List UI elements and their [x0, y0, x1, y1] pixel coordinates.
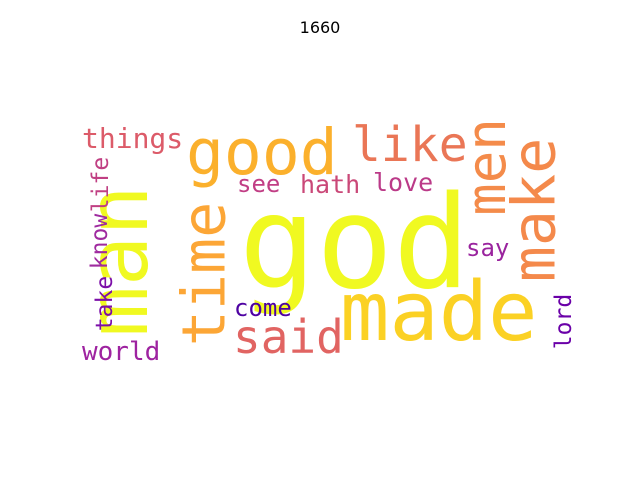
word-said: said: [233, 310, 344, 364]
word-good: good: [186, 116, 338, 189]
word-know: know: [87, 213, 114, 270]
word-say: say: [466, 234, 510, 262]
word-lord: lord: [551, 293, 578, 350]
figure-title: 1660: [299, 18, 341, 37]
word-time: time: [169, 201, 240, 347]
word-love: love: [373, 168, 434, 197]
word-see: see: [237, 170, 281, 198]
word-made: made: [340, 265, 538, 360]
word-things: things: [82, 122, 184, 155]
word-hath: hath: [300, 170, 361, 199]
word-take: take: [92, 275, 119, 332]
word-life: life: [88, 156, 115, 213]
word-men: men: [454, 118, 518, 216]
word-come: come: [234, 294, 292, 322]
word-god: god: [239, 169, 471, 318]
word-like: like: [352, 117, 468, 173]
word-world: world: [82, 337, 161, 367]
